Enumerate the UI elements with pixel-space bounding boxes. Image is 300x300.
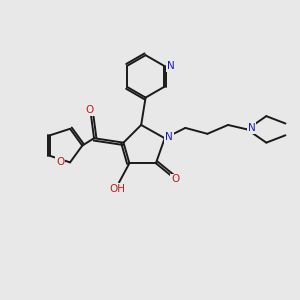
Text: O: O [56, 157, 64, 166]
Text: OH: OH [110, 184, 126, 194]
Text: O: O [85, 105, 94, 115]
Text: N: N [167, 61, 174, 71]
Text: N: N [248, 123, 256, 133]
Text: O: O [171, 174, 179, 184]
Text: N: N [165, 132, 173, 142]
